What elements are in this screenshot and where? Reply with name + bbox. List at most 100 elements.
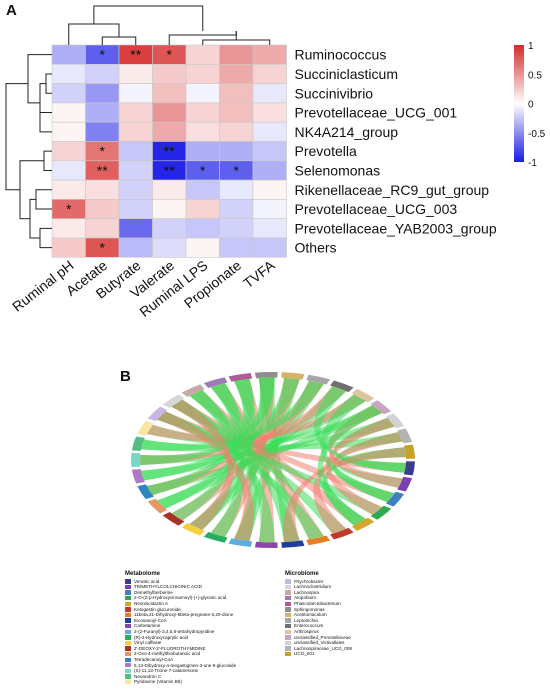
heatmap-cell: [252, 121, 287, 142]
microbiome-legend-swatch: [285, 618, 291, 623]
metabolome-legend-label: TRIMETHYLCOLCHICINIC ACID: [134, 584, 202, 590]
chord-link: [146, 378, 254, 496]
heatmap-row-label: Prevotellaceae_UCG_003: [295, 201, 458, 217]
chord-segment: [397, 428, 413, 444]
chord-link: [189, 390, 245, 537]
chord-link: [171, 399, 275, 543]
chord-link: [171, 383, 242, 521]
metabolome-legend-item: Pyridoxine (Vitamin B6): [125, 679, 290, 685]
heatmap-cell: [118, 102, 153, 123]
chord-segment: [147, 498, 168, 514]
chord-segment: [385, 491, 405, 507]
heatmap-cell: [118, 218, 153, 239]
chord-segment: [228, 373, 253, 382]
microbiome-legend-swatch: [285, 651, 291, 657]
microbiome-legend-item: Enterococcum: [285, 623, 425, 629]
heatmap-cell: [252, 218, 287, 239]
heatmap-cell: [152, 83, 187, 104]
color-scale-bar: [514, 45, 524, 162]
chord-segment: [351, 389, 375, 403]
heatmap-cell: [152, 218, 187, 239]
heatmap-cell: [219, 121, 254, 142]
microbiome-legend-label: Phascolarctobacterium: [294, 600, 341, 606]
metabolome-legend-item: 2-O-(Z-p-Hydroxycinnamoyl)-(+)-glycaric …: [125, 595, 290, 601]
microbiome-legend-item: Phascolarctobacterium: [285, 601, 425, 607]
heatmap-cell: [185, 218, 220, 239]
metabolome-legend-item: Tetradecanoyl-CoA: [125, 657, 290, 663]
microbiome-legend-list: Psychrobacter Lachnoclostridium Lachnospir…: [285, 579, 425, 657]
chord-segment: [181, 523, 205, 536]
heatmap-cell: [252, 102, 287, 123]
microbiome-legend-item: Arthrospirus: [285, 629, 425, 635]
metabolome-legend-swatch: [125, 651, 131, 657]
heatmap-cell: [152, 179, 187, 200]
metabolome-legend-swatch: [125, 663, 131, 668]
chord-segment: [162, 511, 185, 526]
microbiome-legend-item: Lachnoclostridium: [285, 584, 425, 590]
metabolome-legend-item: Vinyl caffeate: [125, 640, 290, 646]
significance-mark: *: [167, 47, 173, 63]
chord-link: [141, 380, 324, 451]
chord-link: [313, 432, 403, 534]
metabolome-legend-swatch: [125, 618, 131, 623]
significance-mark: **: [130, 47, 141, 63]
chord-link: [317, 405, 383, 526]
heatmap-cell: [51, 160, 86, 181]
chord-segment: [330, 380, 354, 393]
microbiome-legend-swatch: [285, 584, 291, 590]
heatmap-cell: [51, 83, 86, 104]
microbiome-legend-swatch: [285, 579, 291, 584]
metabolome-legend-label: Vinyl caffeate: [134, 640, 162, 646]
metabolome-legend-label: Tetradecanoyl-CoA: [134, 656, 174, 662]
metabolome-legend-swatch: [125, 623, 131, 629]
microbiome-legend-item: Lachnospiraceae_UCG_008: [285, 646, 425, 652]
heatmap-cell: [252, 179, 287, 200]
metabolome-legend-item: (S)-11,13-Trione-7-catamenone: [125, 668, 290, 674]
heatmap-row-label: Selenomonas: [295, 162, 381, 178]
microbiome-legend-label: Psychrobacter: [294, 578, 324, 584]
row-dendrogram: [5, 54, 52, 249]
metabolome-legend-swatch: [125, 629, 131, 634]
chord-segment: [131, 452, 141, 468]
metabolome-legend-list: Veratric acid TRIMETHYLCOLCHICINIC ACID De…: [125, 579, 290, 685]
significance-mark: *: [100, 143, 106, 159]
chord-segment: [397, 476, 413, 492]
heatmap-cell: [152, 237, 187, 258]
heatmap-cell: [219, 218, 254, 239]
metabolome-legend-label: Demethylberberine: [134, 589, 173, 595]
microbiome-legend-swatch: [285, 623, 291, 629]
significance-mark: *: [200, 162, 206, 178]
microbiome-legend-label: Atopobium: [294, 595, 316, 601]
heatmap-row-label: Prevotellaceae_YAB2003_group: [295, 220, 497, 236]
microbiome-legend-swatch: [285, 635, 291, 640]
microbiome-legend-item: Lachnospira: [285, 590, 425, 596]
microbiome-legend-item: UCG_001: [285, 651, 425, 657]
microbiome-legend-item: Sphingomonas: [285, 607, 425, 613]
chord-segment: [306, 535, 331, 546]
metabolome-legend-swatch: [125, 646, 131, 651]
significance-mark: **: [164, 162, 175, 178]
microbiome-legend-swatch: [285, 646, 291, 651]
chord-segment: [203, 532, 228, 543]
microbiome-legend: Microbiome Psychrobacter Lachnoclostridiu…: [285, 571, 425, 657]
microbiome-legend-label: Leptotrichia: [294, 617, 318, 623]
heatmap-cell: [185, 64, 220, 84]
heatmap-cell: [185, 102, 220, 123]
heatmap-cell: [219, 237, 254, 258]
heatmap-cell: [85, 83, 120, 104]
metabolome-legend-swatch: [125, 584, 131, 590]
microbiome-legend-label: Sphingomonas: [294, 606, 325, 612]
color-scale-tick: -0.5: [528, 129, 546, 140]
chord-segment: [131, 469, 145, 484]
significance-mark: *: [66, 201, 72, 217]
heatmap-cell: [85, 64, 120, 84]
heatmap-cell: [219, 199, 254, 219]
metabolome-legend-swatch: [125, 674, 131, 679]
metabolome-legend-label: 5,13-Dihydroxy-4-megastigmen-3-one 9-glu…: [134, 662, 237, 668]
heatmap-cell: [219, 102, 254, 123]
heatmap-cell: [51, 218, 86, 239]
heatmap-cell: [118, 237, 153, 258]
chord-segment: [137, 484, 154, 500]
heatmap-cell: [219, 64, 254, 84]
chord-segment: [228, 538, 253, 547]
